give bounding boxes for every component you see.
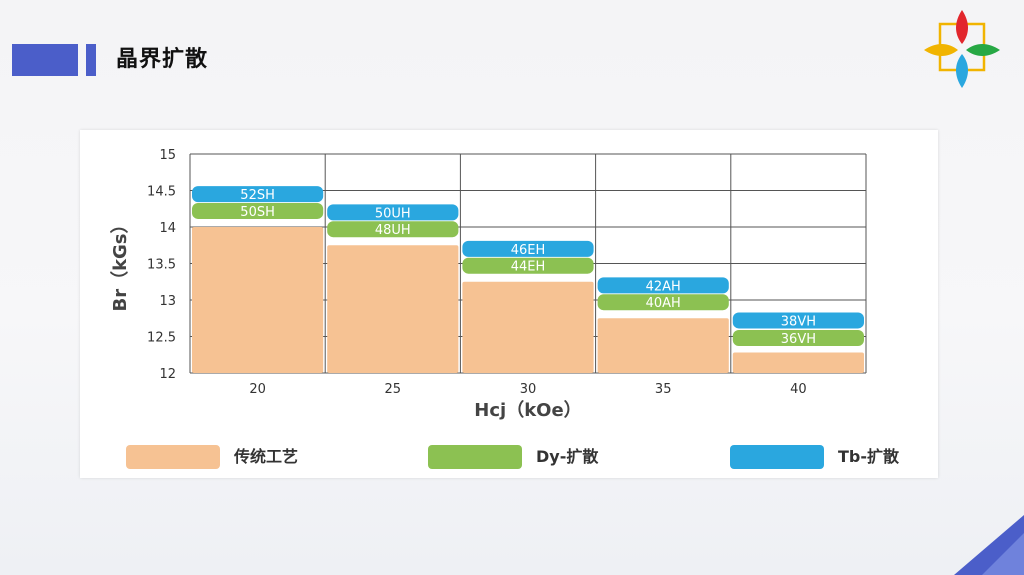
bar-traditional (462, 281, 594, 373)
data-label: 40AH (646, 296, 681, 311)
data-label: 50UH (375, 206, 411, 221)
bar-tb-diffusion (327, 204, 459, 221)
bar-tb-diffusion (192, 186, 324, 203)
bar-tb-diffusion (732, 312, 864, 329)
slide-title: 晶界扩散 (116, 47, 209, 72)
bar-dy-diffusion (462, 257, 594, 274)
legend-label-dy: Dy-扩散 (536, 447, 599, 466)
data-label: 36VH (781, 332, 816, 347)
x-tick-label: 40 (790, 382, 807, 397)
data-label: 44EH (511, 260, 546, 275)
legend-swatch-tb (730, 445, 824, 469)
bar-dy-diffusion (327, 221, 459, 238)
bar-traditional (327, 245, 459, 373)
y-tick-label: 13 (159, 294, 176, 309)
data-label: 38VH (781, 314, 816, 329)
bar-dy-diffusion (732, 329, 864, 346)
bar-tb-diffusion (597, 277, 729, 294)
bar-traditional (597, 318, 729, 373)
data-label: 42AH (646, 279, 681, 294)
data-label: 46EH (511, 243, 546, 258)
chart-panel: 15 14.5 14 13.5 13 12.5 12 20 25 30 35 40 Hcj（kOe） Br… (80, 130, 938, 478)
corner-decoration (954, 515, 1024, 575)
y-tick-label: 12 (159, 367, 176, 382)
legend-swatch-traditional (126, 445, 220, 469)
y-tick-label: 12.5 (147, 331, 176, 346)
legend-swatch-dy (428, 445, 522, 469)
x-tick-label: 30 (520, 382, 537, 397)
data-label: 52SH (240, 188, 275, 203)
data-label: 50SH (240, 205, 275, 220)
x-tick-label: 20 (249, 382, 266, 397)
y-tick-label: 13.5 (147, 258, 176, 273)
y-tick-label: 14 (159, 221, 176, 236)
four-petal-logo-icon (924, 10, 1000, 88)
br-hcj-bar-chart: 15 14.5 14 13.5 13 12.5 12 20 25 30 35 40 Hcj（kOe） Br… (110, 148, 867, 421)
y-axis-label: Br（kGs） (110, 215, 131, 311)
y-tick-label: 14.5 (147, 185, 176, 200)
bar-traditional (192, 227, 324, 373)
title-accent-mark (86, 44, 96, 76)
legend-label-tb: Tb-扩散 (838, 447, 900, 466)
bar-dy-diffusion (597, 294, 729, 311)
title-accent-bar (12, 44, 78, 76)
data-label: 48UH (375, 223, 411, 238)
bar-tb-diffusion (462, 240, 594, 257)
bar-dy-diffusion (192, 202, 324, 219)
x-tick-label: 35 (655, 382, 672, 397)
x-tick-label: 25 (385, 382, 402, 397)
x-axis-label: Hcj（kOe） (474, 400, 581, 421)
y-tick-label: 15 (159, 148, 176, 163)
legend-label-traditional: 传统工艺 (234, 447, 299, 466)
bar-traditional (732, 352, 864, 373)
